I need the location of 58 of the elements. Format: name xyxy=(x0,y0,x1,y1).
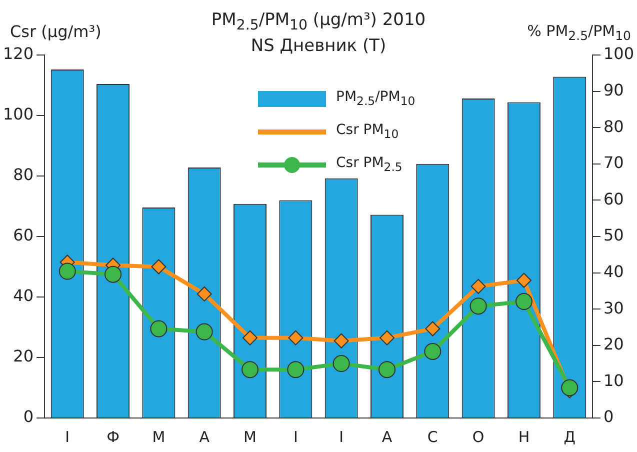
y2-tick-label: 70 xyxy=(603,153,624,172)
point xyxy=(425,321,440,336)
y-tick-label: 80 xyxy=(13,165,34,184)
x-tick-label: I xyxy=(339,428,344,446)
point xyxy=(516,272,532,288)
y2-tick-label: 30 xyxy=(603,298,624,318)
point xyxy=(288,330,304,346)
x-tick-label: М xyxy=(152,428,166,446)
y2-tick-label: 0 xyxy=(603,407,614,426)
x-tick-label: Д xyxy=(564,428,576,446)
y2-tick-label: 10 xyxy=(603,370,624,390)
point xyxy=(379,330,394,346)
x-tick-label: А xyxy=(199,428,210,446)
point xyxy=(378,361,396,378)
chart-title: PM$_{2.5}$/PM$_{10}$ (µg/m³) 2010 xyxy=(211,10,426,34)
point xyxy=(334,333,349,348)
point xyxy=(150,320,168,338)
y2-tick-label: 100 xyxy=(603,44,634,64)
y2-tick-label: 90 xyxy=(603,80,624,100)
y-axis-title: Csr (µg/m³) xyxy=(10,22,102,41)
y2-tick-label: 40 xyxy=(603,262,624,281)
point xyxy=(104,266,122,283)
point xyxy=(424,342,442,360)
point xyxy=(515,293,532,310)
y-tick-label: 60 xyxy=(13,226,34,245)
x-tick-label: I xyxy=(65,428,70,446)
point xyxy=(151,259,166,274)
x-tick-label: О xyxy=(472,428,484,446)
y-tick-label: 100 xyxy=(2,104,34,124)
x-tick-label: А xyxy=(382,428,393,446)
chart-subtitle: NS Дневник (T) xyxy=(250,36,386,56)
x-tick-label: Н xyxy=(518,428,530,446)
y-tick-label: 120 xyxy=(2,44,34,64)
legend-label: Csr PM$_{10}$ xyxy=(336,122,399,141)
point xyxy=(287,361,304,378)
y-tick-label: 20 xyxy=(13,346,34,366)
point xyxy=(242,330,258,346)
y2-tick-label: 60 xyxy=(603,189,624,208)
point xyxy=(58,262,76,280)
y2-tick-label: 20 xyxy=(603,334,624,354)
x-tick-label: М xyxy=(244,428,256,446)
y-tick-label: 0 xyxy=(23,407,34,426)
y-tick-label: 40 xyxy=(13,286,34,306)
point xyxy=(196,286,212,302)
y2-axis-title: % PM$_{2.5}$/PM$_{10}$ xyxy=(527,22,631,43)
point xyxy=(196,323,213,340)
y2-tick-label: 80 xyxy=(603,116,624,136)
point xyxy=(242,361,259,378)
point xyxy=(332,355,350,372)
legend-label: PM$_{2.5}$/PM$_{10}$ xyxy=(336,89,416,108)
x-tick-label: I xyxy=(293,428,298,446)
x-tick-label: Ф xyxy=(106,428,120,446)
y2-tick-label: 50 xyxy=(603,226,624,245)
point xyxy=(470,298,487,315)
point xyxy=(470,278,486,294)
legend-label: Csr PM$_{2.5}$ xyxy=(336,155,402,174)
x-tick-label: С xyxy=(427,428,438,446)
point xyxy=(561,379,578,396)
